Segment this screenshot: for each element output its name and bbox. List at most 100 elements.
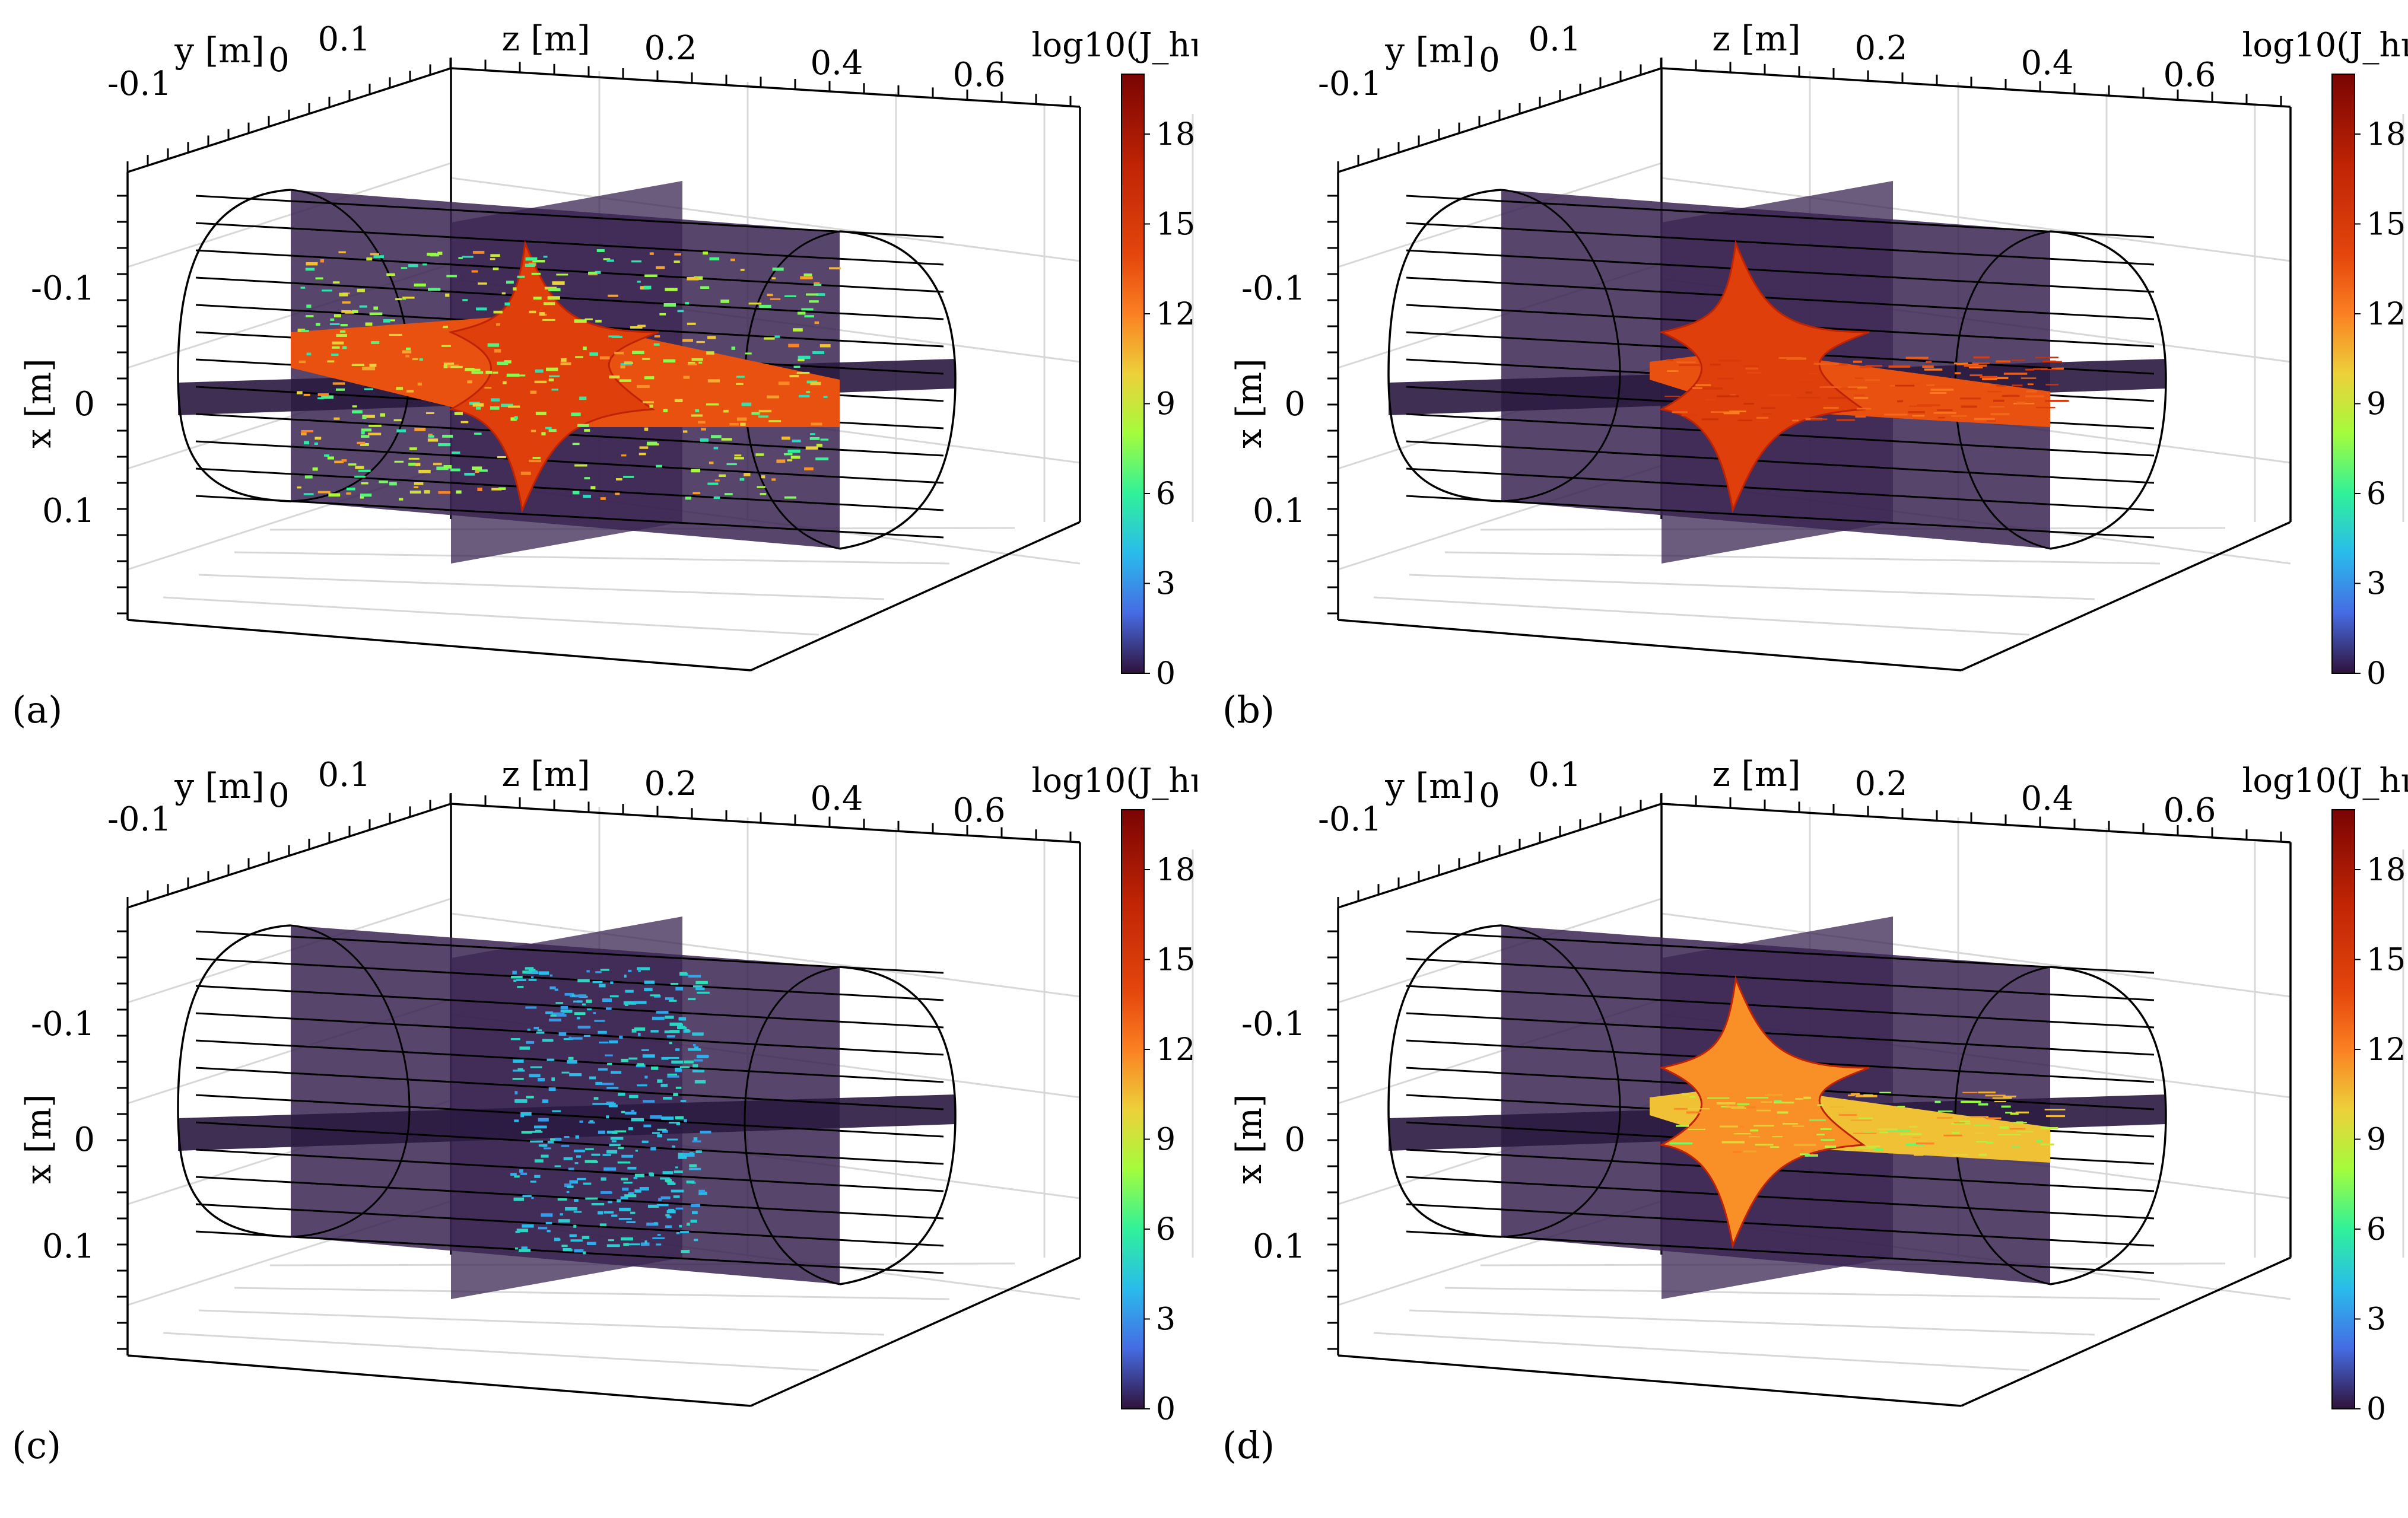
colorbar: 0 3 6 9 12 15 18 log10(J_hν) — [2242, 26, 2408, 692]
field-speck — [695, 1150, 702, 1153]
axis-line — [127, 619, 751, 672]
field-streak — [1951, 415, 1967, 418]
field-speck — [533, 297, 542, 300]
field-speck — [687, 363, 697, 365]
field-speck — [521, 1246, 528, 1249]
field-speck — [320, 259, 325, 263]
field-speck — [548, 1087, 556, 1091]
field-speck — [641, 1242, 650, 1246]
field-streak — [1961, 405, 1977, 408]
field-speck — [688, 1048, 701, 1051]
field-speck — [713, 496, 720, 499]
field-speck — [427, 253, 437, 256]
field-speck — [424, 490, 430, 494]
field-speck — [579, 1120, 583, 1123]
field-speck — [669, 1000, 677, 1002]
field-speck — [643, 1100, 655, 1103]
field-speck — [321, 395, 334, 399]
field-streak — [2010, 1112, 2019, 1115]
field-speck — [784, 496, 797, 499]
field-streak — [1782, 1123, 1799, 1125]
field-speck — [698, 361, 703, 364]
colorbar-tick-label: 18 — [2366, 117, 2406, 152]
field-speck — [663, 409, 668, 412]
field-speck — [599, 1223, 607, 1226]
field-speck — [582, 1003, 586, 1005]
field-speck — [576, 1017, 580, 1020]
z-tick-label: 0.2 — [644, 765, 697, 803]
field-speck — [703, 251, 708, 255]
field-speck — [627, 1166, 637, 1170]
field-speck — [634, 1027, 646, 1031]
field-speck — [660, 1177, 670, 1180]
field-speck — [530, 976, 534, 978]
field-speck — [804, 467, 814, 470]
field-streak — [2042, 360, 2056, 362]
field-streak — [1998, 1134, 2021, 1136]
field-speck — [605, 1103, 616, 1105]
field-speck — [354, 475, 366, 478]
y-tick-label: 0.1 — [317, 756, 370, 794]
field-streak — [1805, 392, 1813, 394]
field-speck — [663, 1096, 672, 1100]
field-speck — [502, 381, 507, 384]
field-streak — [1774, 1100, 1782, 1103]
field-speck — [568, 1167, 574, 1170]
field-speck — [542, 319, 555, 321]
field-speck — [599, 356, 610, 359]
field-streak — [1943, 1134, 1962, 1137]
field-streak — [1834, 363, 1848, 366]
field-speck — [583, 1251, 586, 1255]
field-speck — [560, 1010, 573, 1013]
field-speck — [368, 432, 382, 435]
field-speck — [666, 1215, 672, 1218]
field-speck — [472, 403, 484, 407]
field-b — [1650, 240, 2069, 514]
field-speck — [474, 432, 482, 435]
field-speck — [792, 440, 801, 443]
field-speck — [649, 405, 653, 408]
field-speck — [545, 427, 552, 429]
x-tick-label: 0 — [74, 385, 95, 424]
field-speck — [514, 1119, 519, 1122]
field-speck — [570, 1239, 583, 1242]
field-speck — [666, 1179, 672, 1183]
field-speck — [598, 1211, 603, 1215]
y-tick-label: -0.1 — [107, 65, 171, 103]
field-speck — [513, 374, 526, 377]
field-speck — [583, 1035, 591, 1038]
field-speck — [688, 975, 701, 978]
field-speck — [538, 971, 549, 975]
field-speck — [624, 974, 627, 978]
field-speck — [561, 1071, 570, 1074]
field-speck — [371, 341, 380, 344]
field-speck — [355, 466, 364, 469]
axis-line — [750, 521, 1081, 672]
field-speck — [506, 373, 520, 377]
cylinder-line — [195, 467, 944, 511]
field-streak — [1726, 1105, 1747, 1108]
field-speck — [602, 998, 612, 1003]
field-speck — [669, 1042, 672, 1045]
field-speck — [561, 1245, 568, 1248]
field-streak — [1817, 1104, 1824, 1106]
field-streak — [1850, 1119, 1872, 1121]
field-speck — [426, 412, 434, 415]
axis-line — [1961, 521, 2291, 672]
field-speck — [549, 986, 556, 989]
field-speck — [687, 322, 696, 325]
field-streak — [1848, 386, 1867, 389]
axis-line — [750, 1256, 1081, 1407]
field-speck — [798, 359, 805, 362]
field-streak — [1778, 357, 1802, 359]
grid-line — [127, 898, 452, 1004]
field-speck — [787, 459, 793, 462]
field-speck — [428, 435, 434, 438]
field-streak — [2026, 390, 2037, 393]
field-speck — [797, 311, 806, 315]
field-speck — [823, 396, 828, 398]
field-streak — [1737, 1103, 1750, 1105]
field-speck — [693, 1137, 698, 1141]
field-speck — [662, 1129, 668, 1133]
cylinder-line — [195, 413, 944, 457]
